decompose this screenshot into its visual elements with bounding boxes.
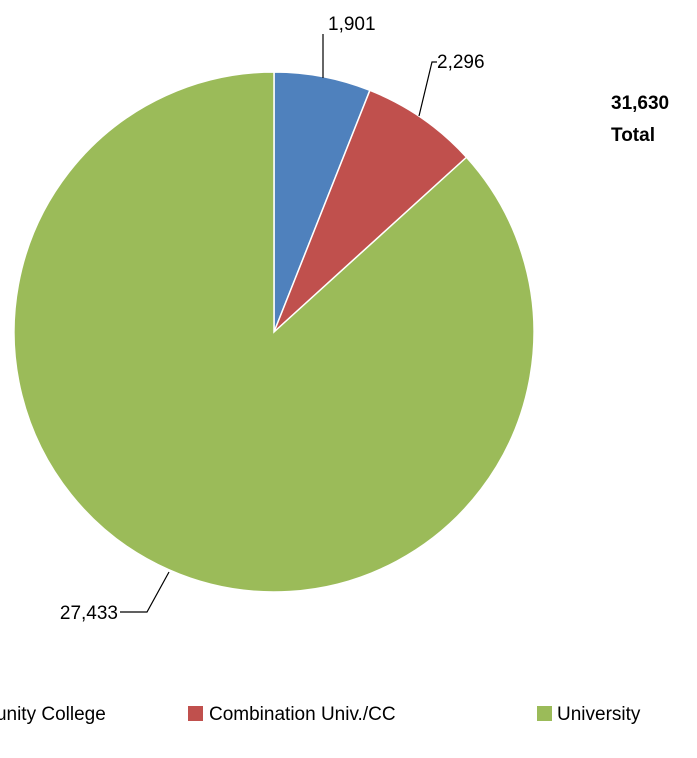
data-label-university: 27,433 bbox=[60, 603, 118, 624]
total-label: Total bbox=[611, 125, 655, 146]
legend-label-combination: Combination Univ./CC bbox=[209, 704, 396, 725]
data-labels: 1,901 2,296 27,433 bbox=[60, 14, 485, 624]
data-label-combination: 2,296 bbox=[437, 52, 485, 73]
total-annotation: 31,630 Total bbox=[611, 93, 669, 146]
pie-slice-combination bbox=[273, 89, 468, 333]
data-label-community-college: 1,901 bbox=[328, 14, 376, 35]
legend-swatch-university bbox=[537, 706, 552, 721]
total-value: 31,630 bbox=[611, 93, 669, 114]
leader-line-university bbox=[120, 571, 170, 613]
pie-slice-university bbox=[13, 71, 535, 593]
legend-swatch-combination bbox=[188, 706, 203, 721]
leader-line-combination bbox=[418, 61, 437, 117]
pie-slices bbox=[13, 71, 535, 593]
legend-label-community-college: Community College bbox=[0, 704, 106, 725]
legend: Community College Combination Univ./CC Uni… bbox=[0, 704, 641, 725]
legend-label-university: University bbox=[557, 704, 641, 725]
